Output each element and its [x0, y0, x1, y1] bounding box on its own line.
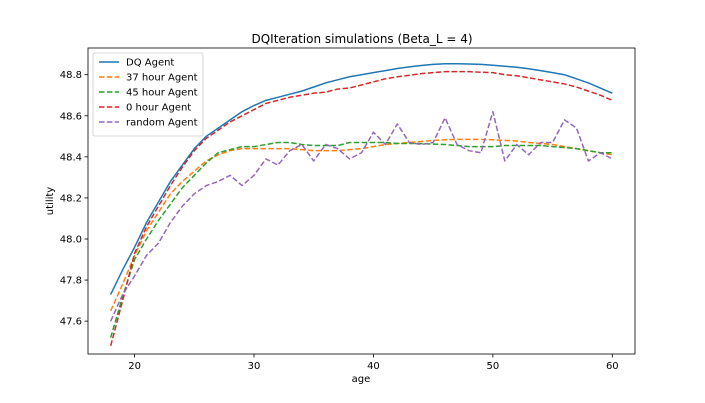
plot-frame	[87, 47, 636, 355]
series-layer	[109, 63, 613, 346]
series-line-dq-agent	[110, 63, 613, 295]
legend-box	[92, 52, 204, 137]
x-axis-label: age	[352, 374, 371, 385]
x-tick-label: 40	[367, 361, 380, 372]
y-tick-label: 48.4	[60, 152, 82, 163]
y-tick-label: 48.0	[60, 234, 82, 245]
series-line-0-hour-agent	[109, 70, 613, 346]
legend-label: random Agent	[126, 118, 198, 129]
y-tick-label: 48.2	[60, 193, 82, 204]
series-line-45-hour-agent	[109, 141, 613, 338]
y-tick-label: 48.8	[60, 70, 82, 81]
legend-label: 37 hour Agent	[126, 73, 198, 84]
legend-label: 45 hour Agent	[126, 88, 198, 99]
series-line-random-agent	[110, 110, 613, 322]
series-line-37-hour-agent	[110, 138, 613, 312]
y-axis-label: utility	[45, 187, 56, 216]
x-tick-label: 50	[487, 361, 500, 372]
x-axis: 20 30 40 50 60	[128, 354, 619, 372]
y-tick-label: 48.6	[60, 111, 82, 122]
y-tick-label: 47.8	[60, 276, 82, 287]
legend-label: 0 hour Agent	[126, 103, 191, 114]
x-tick-label: 60	[606, 361, 619, 372]
y-axis: 47.6 47.8 48.0 48.2 48.4 48.6 48.8	[60, 70, 88, 328]
legend-label: DQ Agent	[126, 58, 174, 69]
chart-title: DQIteration simulations (Beta_L = 4)	[251, 32, 472, 46]
x-tick-label: 20	[128, 361, 141, 372]
y-tick-label: 47.6	[60, 317, 82, 328]
legend: DQ Agent 37 hour Agent 45 hour Agent 0 hour…	[92, 52, 204, 137]
x-tick-label: 30	[248, 361, 261, 372]
